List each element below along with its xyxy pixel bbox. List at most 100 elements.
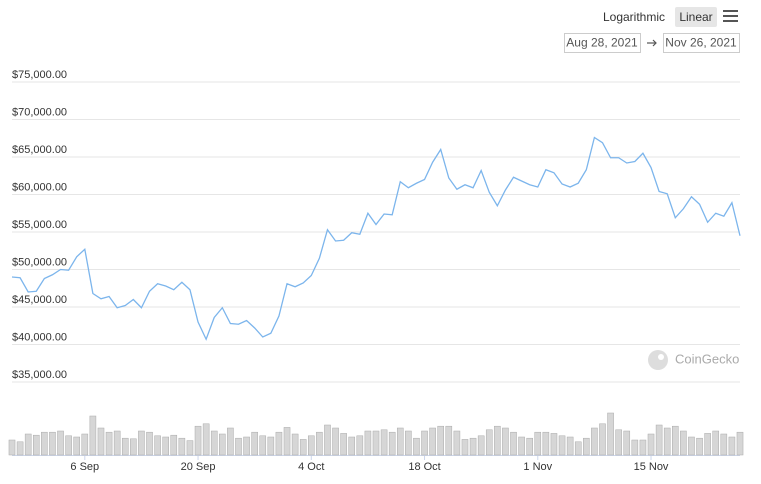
- volume-bar: [267, 436, 275, 456]
- volume-bar: [186, 440, 194, 456]
- range-input[interactable]: [564, 33, 641, 53]
- volume-bar: [121, 437, 129, 456]
- volume-bar: [558, 435, 566, 456]
- volume-bar: [89, 415, 97, 456]
- volume-bar: [57, 430, 64, 456]
- price-line: [11, 136, 741, 341]
- watermark-text: CoinGecko: [675, 351, 739, 366]
- y-tick-label: $65,000.00: [12, 144, 67, 156]
- volume-bar: [308, 435, 315, 456]
- volume-bar: [348, 436, 356, 456]
- volume-bar: [324, 424, 331, 456]
- volume-bar: [388, 431, 396, 456]
- volume-bar: [704, 433, 711, 456]
- volume-bar: [518, 436, 525, 456]
- y-tick-label: $70,000.00: [12, 106, 67, 118]
- volume-bar: [8, 439, 16, 456]
- volume-bar: [364, 430, 372, 456]
- volume-bar: [380, 429, 388, 456]
- x-tick-label: 4 Oct: [298, 461, 324, 473]
- volume-bar: [41, 431, 48, 456]
- volume-bar: [607, 412, 614, 456]
- volume-bar: [24, 433, 32, 456]
- volume-bar: [162, 436, 169, 456]
- volume-bar: [32, 434, 40, 456]
- volume-bar: [453, 430, 461, 456]
- volume-bar: [445, 425, 453, 456]
- volume-bar: [647, 433, 655, 456]
- volume-bar: [332, 427, 339, 456]
- y-tick-label: $55,000.00: [12, 219, 67, 231]
- volume-bar: [583, 437, 590, 456]
- x-tick-label: 20 Sep: [181, 461, 216, 473]
- x-tick-label: 15 Nov: [634, 461, 669, 473]
- range-from[interactable]: Aug 28, 2021: [566, 36, 638, 50]
- y-tick-label: $75,000.00: [12, 69, 67, 81]
- volume-bar: [655, 424, 663, 456]
- volume-bar: [688, 436, 695, 456]
- scale-button[interactable]: Linear: [679, 10, 712, 24]
- volume-bar: [672, 425, 679, 456]
- scale-button-bg[interactable]: [675, 7, 717, 27]
- y-tick-label: $60,000.00: [12, 181, 67, 193]
- volume-bar: [526, 437, 533, 456]
- range-to[interactable]: Nov 26, 2021: [665, 36, 737, 50]
- volume-bar: [113, 430, 121, 456]
- volume-bar: [146, 431, 153, 456]
- volume-bar: [615, 429, 622, 456]
- volume-bar: [219, 433, 226, 456]
- y-tick-label: $35,000.00: [12, 369, 67, 381]
- volume-bar: [599, 423, 606, 456]
- volume-bar: [235, 437, 242, 456]
- volume-bar: [170, 434, 178, 456]
- volume-bar: [154, 435, 161, 456]
- volume-bar: [437, 425, 444, 456]
- volume-bar: [534, 431, 542, 456]
- volume-bar: [340, 433, 347, 456]
- volume-bar: [138, 430, 145, 456]
- volume-bar: [275, 431, 283, 456]
- volume-bar: [194, 425, 202, 456]
- x-tick-label: 18 Oct: [408, 461, 440, 473]
- scale-button[interactable]: Logarithmic: [603, 10, 665, 24]
- volume-bar: [178, 437, 186, 456]
- volume-bar: [720, 433, 728, 456]
- volume-bar: [728, 436, 736, 456]
- volume-bar: [413, 437, 420, 456]
- volume-bar: [405, 430, 412, 456]
- volume-bar: [469, 437, 477, 456]
- volume-bar: [502, 427, 509, 456]
- x-tick-label: 6 Sep: [70, 461, 99, 473]
- y-tick-label: $45,000.00: [12, 294, 67, 306]
- volume-bar: [243, 436, 250, 456]
- volume-bar: [396, 427, 404, 456]
- menu-icon[interactable]: [723, 10, 738, 22]
- volume-bar: [631, 439, 639, 456]
- volume-bar: [283, 427, 291, 456]
- volume-bar: [356, 435, 364, 456]
- volume-bar: [130, 438, 137, 456]
- range-input[interactable]: [663, 33, 740, 53]
- volume-bar: [372, 430, 380, 456]
- volume-bar: [494, 425, 501, 456]
- y-tick-label: $50,000.00: [12, 256, 67, 268]
- volume-bar: [251, 431, 258, 456]
- volume-bar: [429, 427, 436, 456]
- volume-bar: [227, 427, 234, 456]
- volume-bar: [591, 427, 598, 456]
- volume-bar: [97, 427, 105, 456]
- volume-bar: [16, 441, 24, 456]
- volume-bar: [299, 439, 307, 456]
- volume-bar: [49, 431, 56, 456]
- volume-bar: [696, 437, 703, 456]
- volume-bar: [105, 431, 113, 456]
- range-arrow: [647, 39, 657, 47]
- volume-bar: [550, 433, 558, 456]
- x-tick-label: 1 Nov: [523, 461, 552, 473]
- volume-bar: [574, 441, 582, 456]
- volume-bar: [680, 430, 687, 456]
- volume-bar: [259, 435, 267, 456]
- volume-bar: [623, 430, 631, 456]
